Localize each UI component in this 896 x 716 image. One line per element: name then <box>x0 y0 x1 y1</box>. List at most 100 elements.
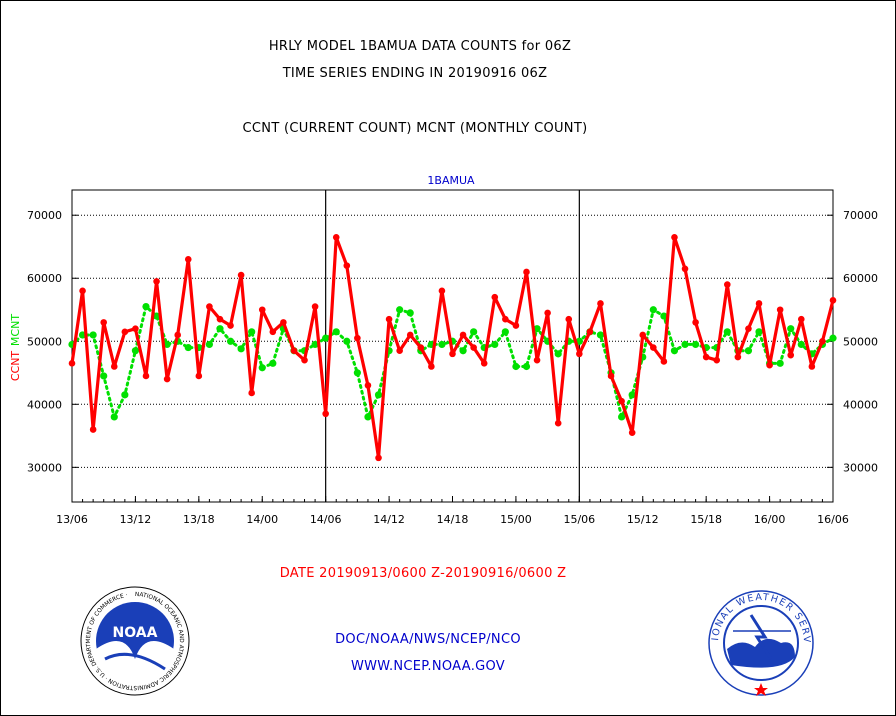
point-ccnt <box>100 319 108 326</box>
point-mcnt <box>332 328 340 336</box>
point-ccnt <box>428 363 435 370</box>
point-ccnt <box>692 319 699 326</box>
point-mcnt <box>406 309 414 317</box>
point-ccnt <box>639 331 647 339</box>
y-tick-label-right: 60000 <box>843 272 878 285</box>
point-mcnt <box>787 325 795 333</box>
point-ccnt <box>237 271 245 279</box>
point-ccnt <box>406 331 414 339</box>
point-ccnt <box>502 315 509 323</box>
point-ccnt <box>819 337 826 345</box>
point-ccnt <box>396 347 403 355</box>
axes-layer: 30000 30000 40000 40000 50000 50000 60000 60000… <box>27 189 878 526</box>
point-mcnt <box>364 413 372 421</box>
point-mcnt <box>596 331 605 339</box>
footer-url[interactable]: WWW.NCEP.NOAA.GOV <box>350 659 506 674</box>
point-ccnt <box>290 347 298 355</box>
y-tick-label-left: 30000 <box>27 461 62 474</box>
point-ccnt <box>280 319 287 326</box>
point-mcnt <box>89 331 97 339</box>
chart-title-line2: TIME SERIES ENDING IN 20190916 06Z <box>282 66 548 81</box>
point-mcnt <box>628 391 636 399</box>
point-mcnt <box>618 413 626 421</box>
point-ccnt <box>734 353 742 361</box>
point-mcnt <box>681 340 689 349</box>
point-ccnt <box>660 358 668 365</box>
point-ccnt <box>533 356 541 364</box>
point-mcnt <box>533 325 541 333</box>
point-ccnt <box>565 315 573 323</box>
y-tick-label-right: 70000 <box>843 209 878 222</box>
x-tick-label: 14/06 <box>310 513 342 526</box>
point-ccnt <box>681 265 689 273</box>
point-mcnt <box>216 325 224 333</box>
point-ccnt <box>375 454 382 462</box>
point-mcnt <box>755 328 763 336</box>
point-mcnt <box>322 334 330 342</box>
point-mcnt <box>343 337 351 345</box>
chart-title-line1: HRLY MODEL 1BAMUA DATA COUNTS for 06Z <box>268 39 572 54</box>
panel-label: 1BAMUA <box>427 174 475 187</box>
point-mcnt <box>522 362 531 371</box>
point-ccnt <box>671 233 678 241</box>
x-tick-label: 13/18 <box>183 513 215 526</box>
point-mcnt <box>121 391 129 399</box>
point-mcnt <box>459 347 467 355</box>
y-tick-label-right: 40000 <box>843 398 878 411</box>
point-ccnt <box>89 426 97 433</box>
point-mcnt <box>152 312 161 320</box>
point-ccnt <box>79 287 86 295</box>
point-mcnt <box>501 328 509 336</box>
point-ccnt <box>766 361 773 369</box>
point-ccnt <box>195 372 203 380</box>
noaa-logo: NOAA NATIONAL OCEANIC AND ATMOSPHERIC AD… <box>80 586 190 696</box>
point-mcnt <box>660 312 668 320</box>
y-tick-label-left: 50000 <box>27 335 62 348</box>
point-mcnt <box>269 359 277 367</box>
footer-org: DOC/NOAA/NWS/NCEP/NCO <box>335 632 521 647</box>
point-ccnt <box>480 360 488 367</box>
point-mcnt <box>649 306 657 314</box>
point-ccnt <box>829 297 837 304</box>
point-mcnt <box>723 328 731 336</box>
point-ccnt <box>227 322 234 329</box>
x-tick-label: 16/06 <box>817 513 849 526</box>
x-tick-label: 14/12 <box>373 513 405 526</box>
point-mcnt <box>670 347 679 355</box>
point-ccnt <box>787 351 795 359</box>
point-ccnt <box>459 331 467 339</box>
point-mcnt <box>554 350 562 358</box>
point-ccnt <box>702 353 710 361</box>
point-ccnt <box>512 322 520 329</box>
x-tick-label: 13/06 <box>56 513 88 526</box>
point-ccnt <box>544 309 551 317</box>
point-ccnt <box>301 356 308 364</box>
point-ccnt <box>797 315 805 323</box>
point-mcnt <box>142 303 150 311</box>
point-mcnt <box>258 364 266 372</box>
point-ccnt <box>248 389 255 397</box>
point-mcnt <box>776 359 784 367</box>
point-mcnt <box>797 340 805 349</box>
point-mcnt <box>237 345 245 353</box>
x-tick-label: 13/12 <box>120 513 152 526</box>
grid-layer <box>72 190 833 502</box>
point-ccnt <box>269 328 277 336</box>
point-ccnt <box>354 334 361 342</box>
point-ccnt <box>586 328 594 336</box>
point-ccnt <box>343 262 351 269</box>
point-ccnt <box>554 419 562 427</box>
x-tick-label: 14/00 <box>246 513 278 526</box>
x-tick-label: 15/00 <box>500 513 532 526</box>
point-ccnt <box>132 325 139 332</box>
point-ccnt <box>206 303 213 310</box>
point-ccnt <box>258 306 266 314</box>
point-ccnt <box>755 300 763 307</box>
series-layer <box>68 233 837 462</box>
point-mcnt <box>131 347 140 355</box>
point-ccnt <box>311 303 319 310</box>
y-axis-label-mcnt: MCNT <box>9 314 22 346</box>
point-mcnt <box>311 340 319 349</box>
point-mcnt <box>744 347 753 355</box>
